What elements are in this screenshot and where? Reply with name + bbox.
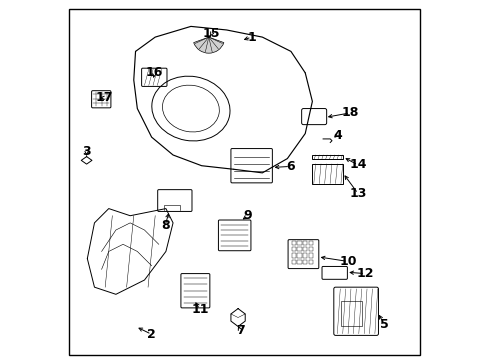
Bar bbox=[308, 247, 312, 251]
Text: 12: 12 bbox=[356, 267, 373, 280]
Bar bbox=[308, 241, 312, 246]
Text: 7: 7 bbox=[235, 324, 244, 337]
Text: 10: 10 bbox=[339, 255, 356, 268]
Text: 8: 8 bbox=[161, 219, 169, 232]
Text: 5: 5 bbox=[379, 318, 388, 331]
Bar bbox=[291, 241, 295, 246]
Text: 13: 13 bbox=[349, 187, 366, 200]
Text: 18: 18 bbox=[341, 106, 358, 120]
Wedge shape bbox=[193, 37, 224, 53]
Bar bbox=[291, 253, 295, 257]
Text: 11: 11 bbox=[191, 303, 208, 316]
Bar bbox=[340, 301, 362, 327]
Text: 9: 9 bbox=[243, 209, 252, 222]
Bar bbox=[312, 164, 342, 184]
Text: 17: 17 bbox=[96, 91, 113, 104]
Bar bbox=[291, 247, 295, 251]
Bar bbox=[312, 155, 342, 159]
Bar bbox=[303, 241, 307, 246]
Bar bbox=[297, 253, 301, 257]
Bar bbox=[303, 260, 307, 264]
Bar bbox=[308, 260, 312, 264]
Bar bbox=[303, 247, 307, 251]
Bar bbox=[303, 253, 307, 257]
Bar bbox=[297, 260, 301, 264]
Bar bbox=[291, 260, 295, 264]
Text: 16: 16 bbox=[145, 66, 163, 79]
Text: 3: 3 bbox=[82, 145, 91, 158]
Bar bbox=[297, 247, 301, 251]
Bar bbox=[297, 241, 301, 246]
Text: 14: 14 bbox=[348, 158, 366, 171]
Text: 6: 6 bbox=[285, 160, 294, 173]
Text: 15: 15 bbox=[203, 27, 220, 40]
Text: 1: 1 bbox=[247, 31, 256, 44]
Bar bbox=[308, 253, 312, 257]
Text: 4: 4 bbox=[332, 129, 341, 142]
Text: 2: 2 bbox=[147, 328, 156, 341]
